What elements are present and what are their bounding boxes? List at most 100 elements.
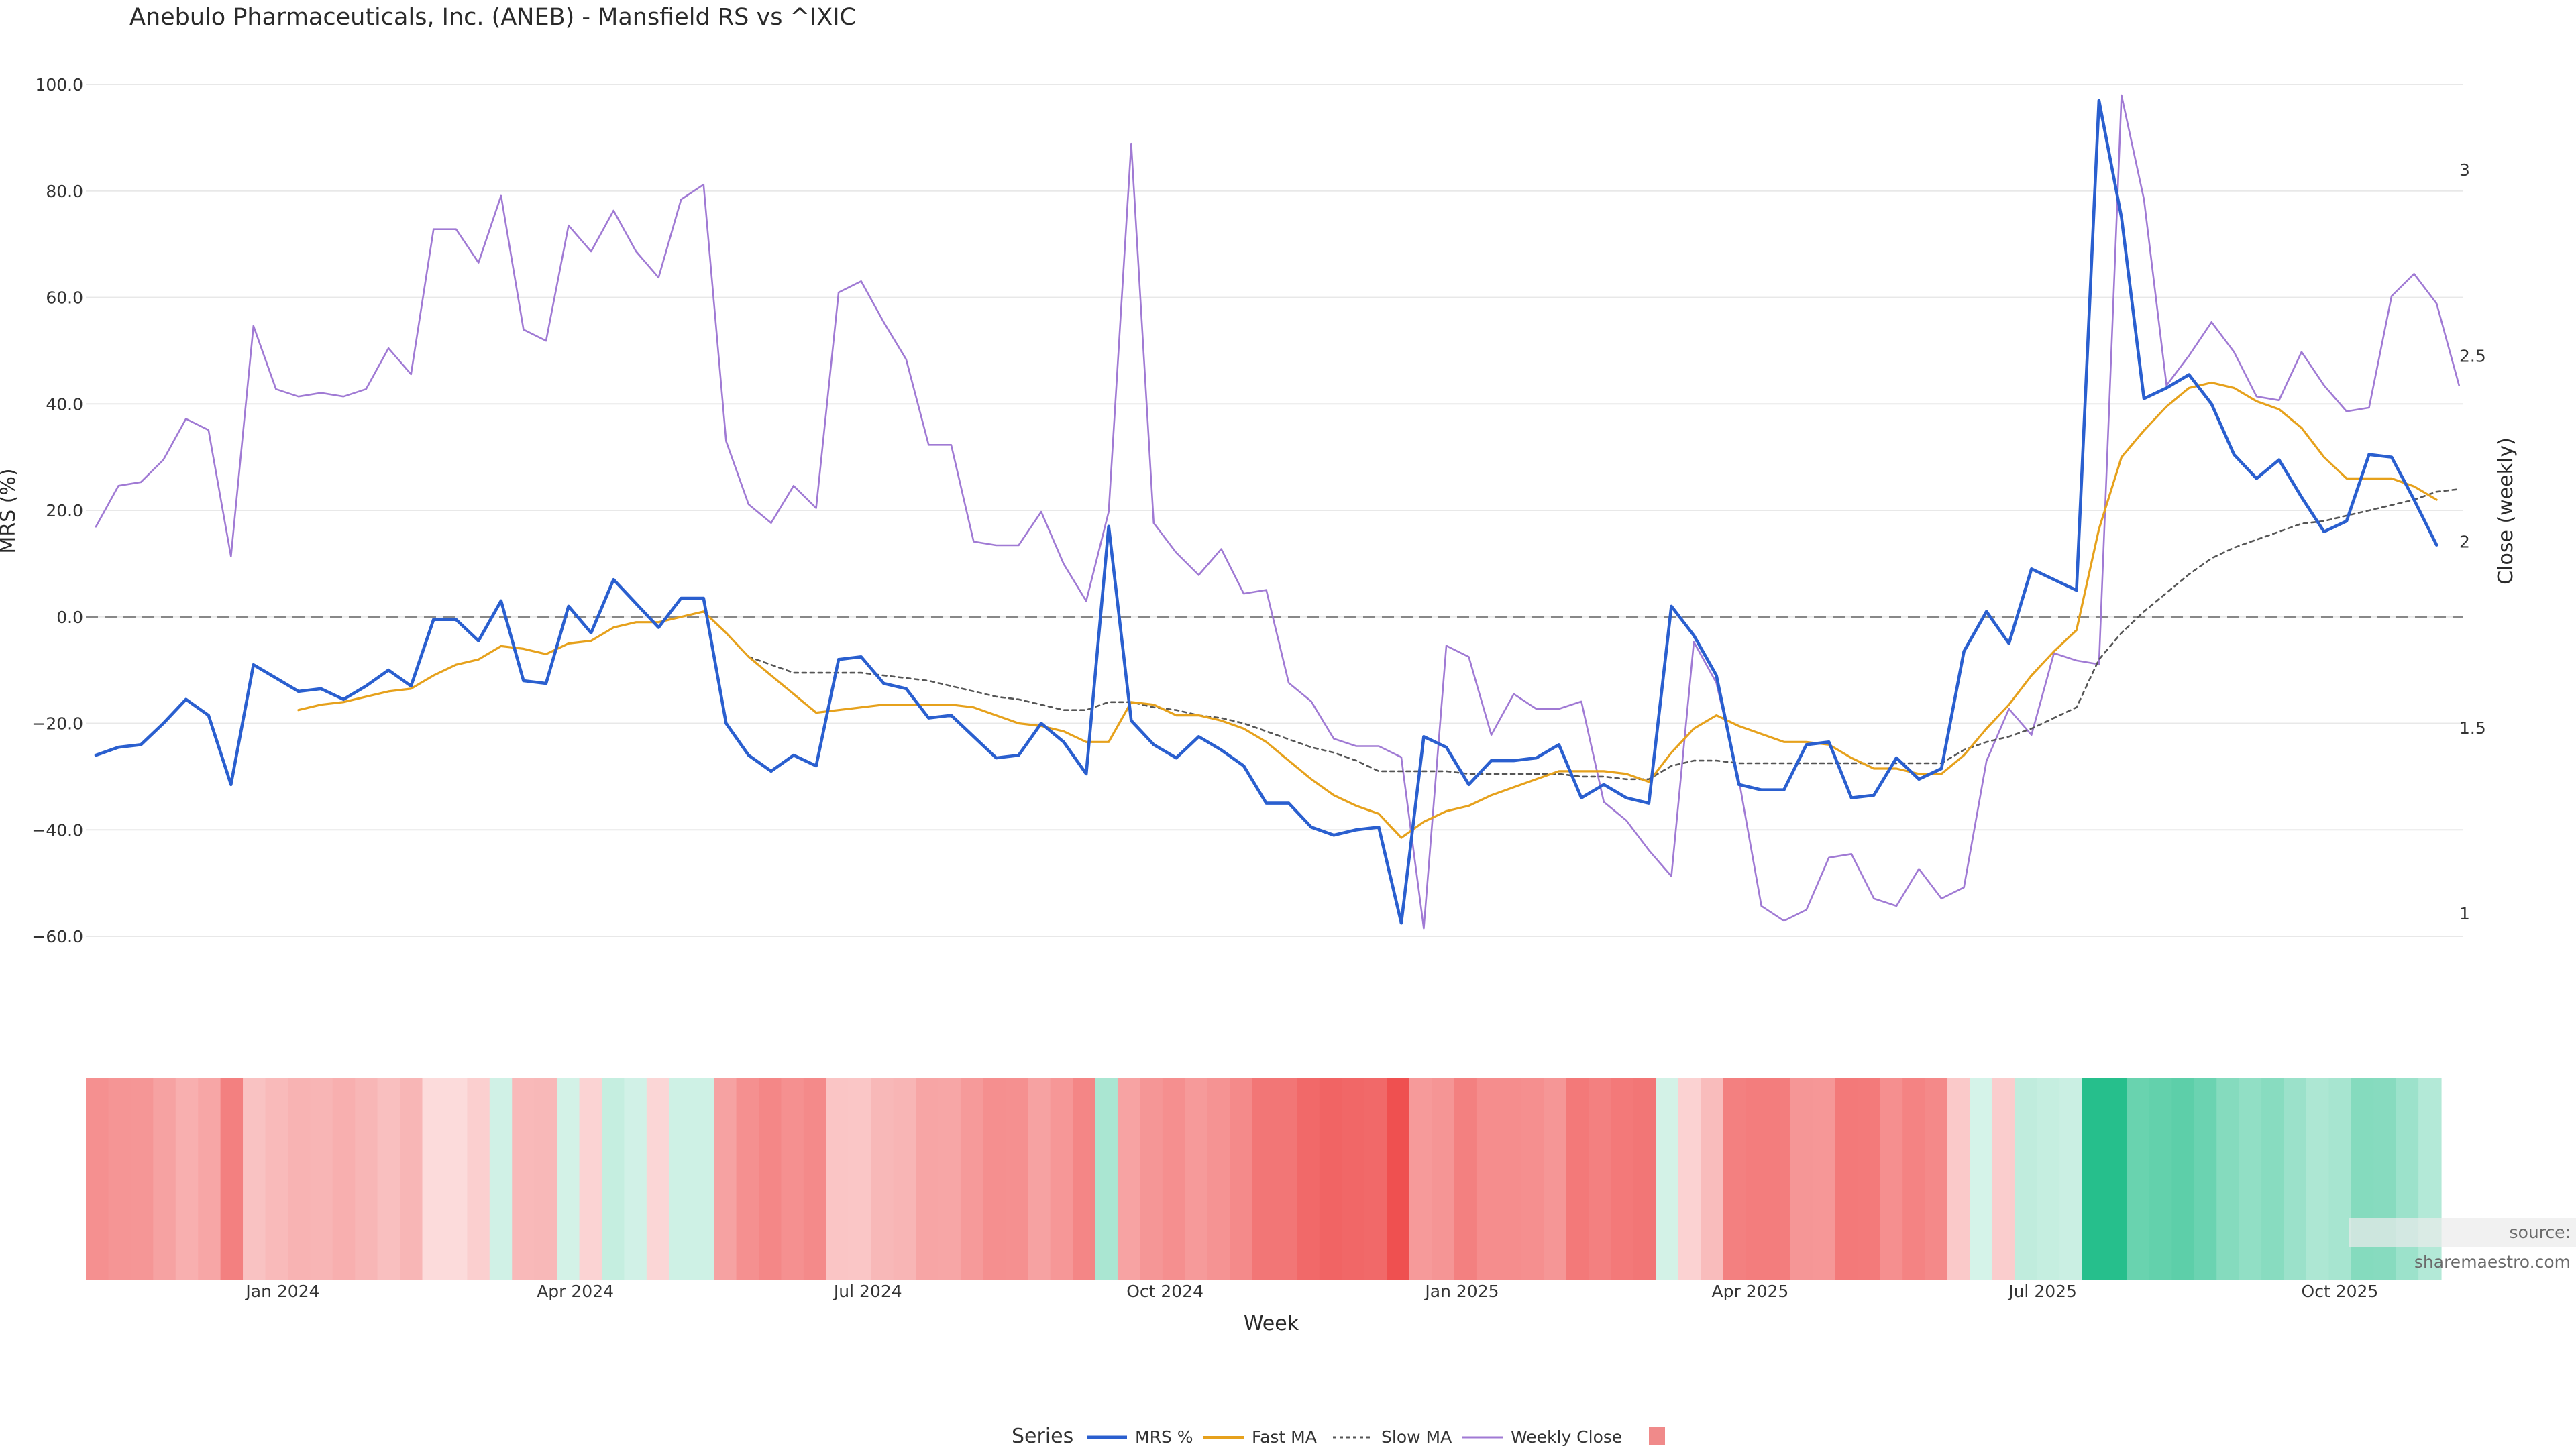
heatmap-cell: [287, 1078, 311, 1280]
heatmap-cell: [355, 1078, 378, 1280]
mrs-line: [94, 99, 2438, 925]
x-tick-label: Jul 2025: [2007, 1282, 2077, 1301]
legend-item-mrs[interactable]: MRS %: [1135, 1427, 1193, 1447]
y-tick-label: 80.0: [46, 182, 83, 201]
heatmap-cell: [1162, 1078, 1186, 1280]
heatmap-cell: [1275, 1078, 1298, 1280]
heatmap-cell: [86, 1078, 109, 1280]
heatmap-cell: [1252, 1078, 1275, 1280]
series-lines: [94, 94, 2460, 930]
heatmap-cell: [310, 1078, 333, 1280]
heatmap-cell: [803, 1078, 827, 1280]
heatmap-cell: [826, 1078, 849, 1280]
heatmap-cell: [1342, 1078, 1365, 1280]
heatmap-cell: [1858, 1078, 1881, 1280]
y-tick-label: 60.0: [46, 288, 83, 308]
heatmap-cell: [534, 1078, 558, 1280]
heatmap-cell: [2284, 1078, 2307, 1280]
heatmap-cell: [1790, 1078, 1814, 1280]
legend-item-fast-ma[interactable]: Fast MA: [1252, 1427, 1317, 1447]
heatmap-cell: [1656, 1078, 1679, 1280]
heatmap-cell: [1319, 1078, 1343, 1280]
heatmap-cell: [108, 1078, 131, 1280]
heatmap-cell: [1297, 1078, 1320, 1280]
heatmap-cell: [400, 1078, 423, 1280]
legend-item-slow-ma[interactable]: Slow MA: [1381, 1427, 1452, 1447]
y-axis-label: MRS (%): [0, 468, 20, 553]
heatmap-cell: [243, 1078, 266, 1280]
heatmap-cell: [2216, 1078, 2240, 1280]
y-axis-left: 100.0 80.0 60.0 40.0 20.0 0.0 −20.0 −40.0 −60.0: [32, 75, 83, 946]
heatmap-cell: [332, 1078, 356, 1280]
legend-title: Series: [1012, 1424, 1074, 1448]
heatmap-cell: [422, 1078, 445, 1280]
heatmap-cell: [983, 1078, 1006, 1280]
y2-tick-label: 3: [2459, 160, 2470, 180]
heatmap-cell: [871, 1078, 894, 1280]
heatmap-cell: [557, 1078, 580, 1280]
heatmap-cell: [1678, 1078, 1702, 1280]
y-axis-right: 3 2.5 2 1.5 1: [2459, 160, 2486, 924]
y-tick-label: −20.0: [32, 714, 83, 734]
chart-title: Anebulo Pharmaceuticals, Inc. (ANEB) - M…: [129, 4, 856, 31]
heatmap-cell: [1387, 1078, 1410, 1280]
heatmap-cell: [1633, 1078, 1657, 1280]
heatmap-cell: [1925, 1078, 1949, 1280]
heatmap-cell: [1499, 1078, 1522, 1280]
heatmap-cell: [2194, 1078, 2218, 1280]
fast-ma-line: [297, 381, 2438, 839]
x-tick-label: Oct 2024: [1126, 1282, 1203, 1301]
heatmap-cell: [130, 1078, 154, 1280]
heatmap-cell: [2306, 1078, 2330, 1280]
x-axis: Jan 2024 Apr 2024 Jul 2024 Oct 2024 Jan 2025…: [244, 1282, 2378, 1301]
heatmap-cell: [1005, 1078, 1029, 1280]
legend-swatch-slow-ma: [1333, 1436, 1373, 1439]
y-tick-label: 0.0: [56, 608, 83, 627]
heatmap-cell: [691, 1078, 715, 1280]
heatmap-cell: [1073, 1078, 1096, 1280]
heatmap-cell: [1454, 1078, 1477, 1280]
heatmap-cell: [1544, 1078, 1567, 1280]
x-tick-label: Jan 2024: [244, 1282, 319, 1301]
heatmap-cell: [1140, 1078, 1163, 1280]
heatmap-cell: [2015, 1078, 2038, 1280]
y2-tick-label: 1: [2459, 904, 2470, 924]
heatmap-cell: [198, 1078, 221, 1280]
heatmap-cell: [1521, 1078, 1545, 1280]
heatmap-cell: [1746, 1078, 1769, 1280]
heatmap-cell: [2351, 1078, 2375, 1280]
y2-axis-label: Close (weekly): [2494, 437, 2518, 585]
heatmap-cell: [467, 1078, 490, 1280]
y2-tick-label: 1.5: [2459, 718, 2486, 738]
heatmap-cell: [1230, 1078, 1253, 1280]
mrs-heatmap-band: [86, 1078, 2442, 1280]
heatmap-cell: [1880, 1078, 1904, 1280]
heatmap-cell: [512, 1078, 535, 1280]
heatmap-cell: [175, 1078, 199, 1280]
heatmap-cell: [1701, 1078, 1724, 1280]
heatmap-cell: [916, 1078, 939, 1280]
heatmap-cell: [960, 1078, 984, 1280]
x-axis-label: Week: [1244, 1312, 1299, 1335]
heatmap-cell: [2037, 1078, 2061, 1280]
heatmap-cell: [1050, 1078, 1074, 1280]
legend-item-weekly-close[interactable]: Weekly Close: [1511, 1427, 1623, 1447]
heatmap-cell: [1835, 1078, 1859, 1280]
heatmap-cell: [601, 1078, 625, 1280]
heatmap-cell: [624, 1078, 647, 1280]
heatmap-cell: [1970, 1078, 1993, 1280]
y2-tick-label: 2.5: [2459, 346, 2486, 366]
heatmap-cell: [1947, 1078, 1971, 1280]
heatmap-cell: [1432, 1078, 1455, 1280]
y-tick-label: −40.0: [32, 820, 83, 840]
heatmap-cell: [2059, 1078, 2083, 1280]
heatmap-cell: [1723, 1078, 1747, 1280]
y-tick-label: 100.0: [35, 75, 83, 95]
legend-swatch-heatmap: [1649, 1427, 1665, 1445]
heatmap-cell: [1589, 1078, 1612, 1280]
heatmap-cell: [714, 1078, 737, 1280]
heatmap-cell: [1117, 1078, 1141, 1280]
heatmap-cell: [1566, 1078, 1590, 1280]
y-tick-label: 40.0: [46, 394, 83, 414]
legend-swatch-fast-ma: [1203, 1436, 1244, 1439]
